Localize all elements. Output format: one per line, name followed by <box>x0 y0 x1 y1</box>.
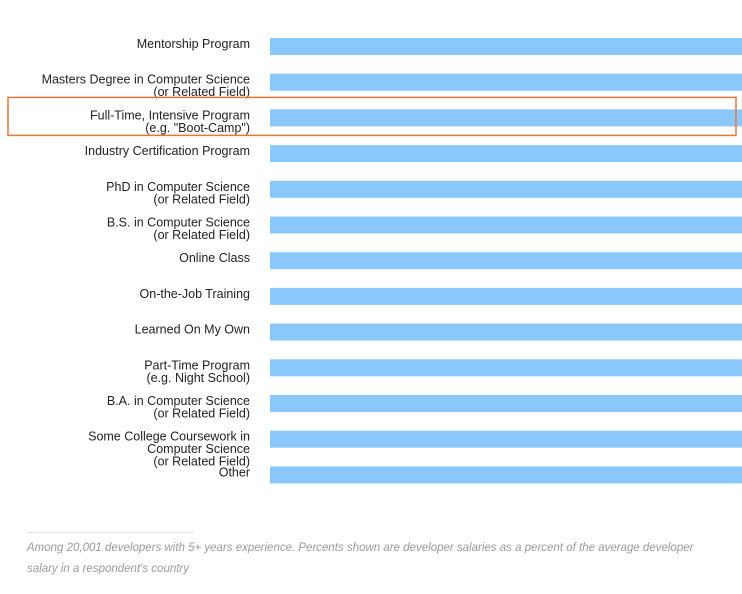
bar-row: 121.2%Masters Degree in Computer Science… <box>42 73 742 100</box>
bar <box>270 430 742 448</box>
category-label: Learned On My Own <box>135 323 250 337</box>
bar <box>270 109 742 127</box>
bar <box>270 145 742 163</box>
bar <box>270 38 742 55</box>
bar-row: 109.2%Part-Time Program(e.g. Night Schoo… <box>144 358 742 385</box>
bar-row: 120.0%Industry Certification Program <box>85 144 742 163</box>
bar <box>270 180 742 198</box>
category-label: Mentorship Program <box>137 37 250 51</box>
bar-row: 118.6%PhD in Computer Science(or Related… <box>106 180 742 207</box>
bar-row: 100.9%Other <box>219 465 742 484</box>
category-label: Masters Degree in Computer Science (or Re… <box>42 73 250 100</box>
footnote-divider <box>27 532 194 533</box>
category-label: Industry Certification Program <box>85 144 250 158</box>
bar-row: 112.1%B.S. in Computer Science(or Relate… <box>107 216 742 243</box>
category-label: Online Class <box>179 251 250 265</box>
bar <box>270 73 742 91</box>
bar-row: 125.0%Mentorship Program <box>137 37 742 55</box>
bar-row: 120.7%Full-Time, Intensive Program(e.g. … <box>90 108 742 135</box>
bar-row: 104.5%Some College Coursework inComputer… <box>88 430 742 469</box>
category-label: PhD in Computer Science (or Related Field… <box>106 180 250 207</box>
category-label: Part-Time Program (e.g. Night School) <box>144 358 250 385</box>
bar-row: 108.7%B.A. in Computer Science(or Relate… <box>107 394 742 421</box>
bar <box>270 216 742 234</box>
bar <box>270 252 742 270</box>
category-label: Some College Coursework in Computer Scien… <box>88 430 250 469</box>
bar-chart: 125.0%Mentorship Program 121.2%Masters De… <box>7 37 742 484</box>
category-label: On-the-Job Training <box>140 287 251 301</box>
bar <box>270 323 742 341</box>
bar-row: 111.6%Online Class <box>179 251 742 270</box>
bar <box>270 359 742 377</box>
bar <box>270 287 742 305</box>
category-label: Other <box>219 465 250 479</box>
highlight-box <box>7 96 737 137</box>
category-label: B.S. in Computer Science (or Related Fiel… <box>107 216 250 243</box>
bar <box>270 466 742 484</box>
category-label: B.A. in Computer Science (or Related Fiel… <box>107 394 250 421</box>
bar-row: 110.1%Learned On My Own <box>135 323 742 341</box>
category-label: Full-Time, Intensive Program (e.g. "Boot-… <box>90 108 250 134</box>
bar <box>270 395 742 412</box>
bar-row: 111.6%On-the-Job Training <box>140 287 742 305</box>
chart-footnote: Among 20,001 developers with 5+ years ex… <box>27 542 694 575</box>
